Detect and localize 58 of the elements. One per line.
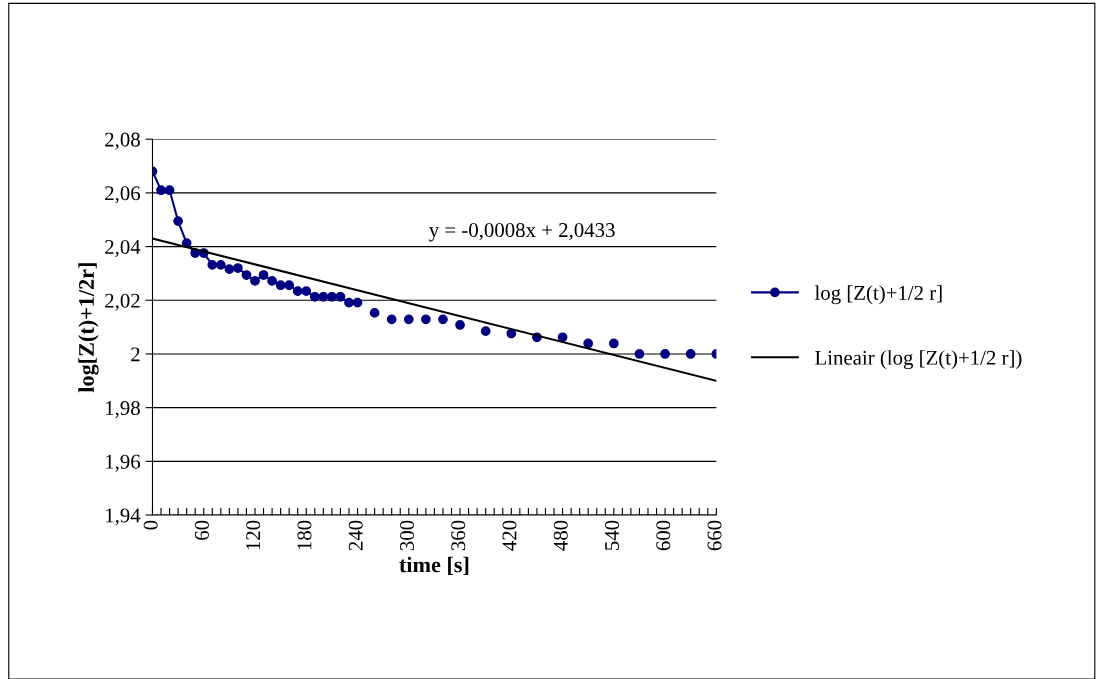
point: [480, 326, 491, 336]
y-tick-label: 2,04: [105, 239, 141, 258]
point: [173, 216, 183, 226]
point: [292, 286, 303, 296]
point: [267, 276, 277, 286]
x-tick-label: 360: [451, 520, 466, 551]
point: [309, 291, 320, 302]
point: [369, 308, 380, 318]
point: [386, 314, 397, 325]
y-tick-label: 1,96: [106, 454, 141, 472]
point: [233, 263, 243, 273]
x-tick-label: 0: [143, 520, 158, 530]
y-tick-label: 1,98: [106, 401, 140, 419]
legend-label: Lineair (log [Z(t)+1/2 r]): [815, 350, 1022, 370]
point: [318, 291, 329, 302]
point: [421, 314, 431, 325]
x-axis-title: time [s]: [399, 556, 469, 576]
point: [685, 349, 696, 359]
point: [241, 270, 252, 280]
x-tick-label: 420: [502, 520, 517, 551]
x-tick-label: 120: [246, 520, 261, 550]
point: [164, 185, 175, 196]
x-tick-label: 180: [297, 520, 312, 550]
x-tick-label: 240: [348, 520, 363, 551]
x-tick-label: 540: [604, 520, 620, 550]
x-tick-label: 600: [656, 520, 671, 551]
point: [250, 276, 260, 286]
point: [301, 286, 312, 296]
point: [608, 338, 619, 349]
point: [156, 185, 166, 196]
point: [258, 270, 269, 280]
x-tick-label: 660: [707, 520, 722, 551]
point: [455, 320, 465, 330]
point: [634, 349, 645, 359]
point: [583, 338, 594, 349]
y-axis-title: log[Z(t)+1/2r]: [78, 263, 99, 393]
y-tick-label: 2: [131, 347, 140, 362]
point: [352, 297, 363, 308]
point: [660, 349, 670, 359]
y-tick-label: 2,08: [105, 132, 140, 150]
x-tick-label: 60: [194, 520, 209, 540]
x-tick-label: 480: [553, 520, 568, 551]
point: [438, 314, 448, 325]
point: [327, 291, 337, 302]
y-tick-label: 1,94: [106, 508, 141, 526]
y-tick-label: 2,06: [105, 186, 141, 204]
point: [403, 314, 414, 325]
annotation: y = -0,0008x + 2,0433: [429, 223, 615, 242]
point: [335, 291, 346, 302]
point: [215, 259, 226, 270]
point: [275, 280, 286, 291]
point: [284, 280, 295, 291]
legend-label: log [Z(t)+1/2 r]: [814, 285, 942, 305]
y-tick-label: 2,02: [105, 293, 140, 311]
point: [224, 264, 235, 274]
point: [207, 259, 218, 270]
x-tick-label: 300: [399, 520, 414, 551]
point: [344, 297, 354, 308]
